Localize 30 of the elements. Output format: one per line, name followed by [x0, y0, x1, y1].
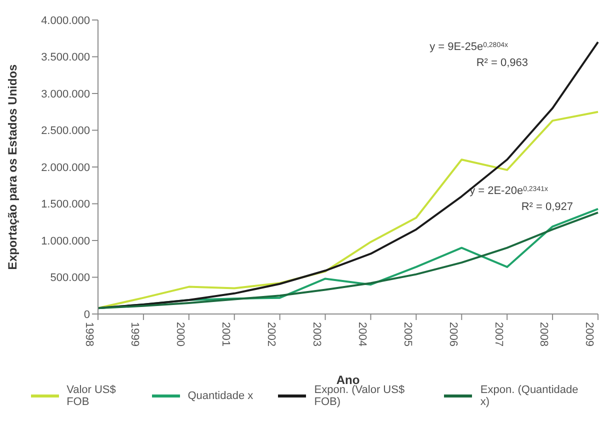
x-tick-label: 2002 — [265, 322, 278, 346]
y-tick-label: 1.000.000 — [41, 235, 90, 248]
x-tick-label: 2000 — [174, 322, 186, 346]
x-tick-label: 2007 — [492, 322, 504, 346]
y-tick-label: 0 — [84, 308, 90, 321]
legend-label: Expon. (Quantidade x) — [480, 384, 580, 408]
legend-label: Expon. (Valor US$ FOB) — [314, 384, 406, 408]
x-tick-label: 2003 — [310, 322, 322, 346]
y-tick-label: 2.500.000 — [41, 125, 90, 138]
x-tick-label: 1998 — [83, 322, 96, 346]
x-tick-label: 2004 — [356, 322, 368, 346]
y-axis-title: Exportação para os Estados Unidos — [5, 64, 20, 270]
annotation: R² = 0,927 — [521, 201, 573, 213]
y-tick-label: 500.000 — [50, 272, 90, 284]
x-tick-label: 2008 — [538, 322, 550, 346]
x-tick-label: 2009 — [583, 322, 596, 346]
x-tick-label: 2006 — [446, 322, 459, 346]
x-tick-label: 2001 — [220, 322, 232, 346]
annotation: y = 9E-25e$^{0,2804x}$ — [430, 41, 508, 53]
legend-label: Quantidade x — [188, 390, 254, 402]
legend-label: Valor US$ FOB — [66, 384, 117, 408]
y-tick-label: 3.000.000 — [41, 88, 90, 100]
y-tick-label: 3.500.000 — [41, 52, 90, 64]
x-tick-label: 2005 — [401, 322, 414, 346]
annotation: R² = 0,963 — [476, 57, 528, 69]
y-tick-label: 2.000.000 — [41, 162, 90, 174]
y-tick-label: 4.000.000 — [41, 14, 90, 27]
y-tick-label: 1.500.000 — [41, 198, 90, 211]
x-tick-label: 1999 — [128, 322, 141, 346]
line-series — [97, 110, 599, 310]
